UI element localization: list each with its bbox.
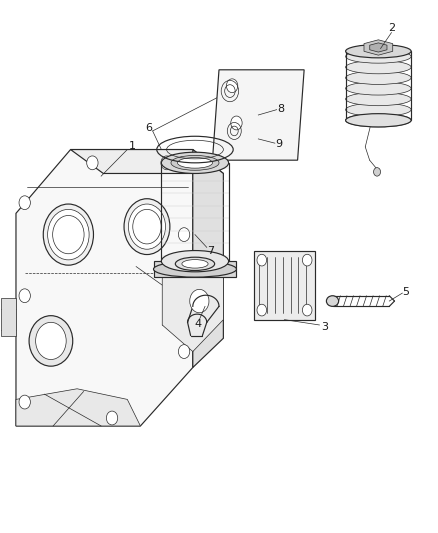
Ellipse shape [346, 114, 411, 127]
Ellipse shape [346, 71, 411, 84]
Text: 4: 4 [194, 319, 201, 329]
Text: 8: 8 [277, 103, 285, 114]
Ellipse shape [346, 114, 411, 127]
Circle shape [19, 395, 30, 409]
Polygon shape [16, 150, 193, 426]
Circle shape [161, 156, 172, 169]
Circle shape [178, 345, 190, 359]
Ellipse shape [171, 156, 219, 170]
Text: 1: 1 [129, 141, 136, 151]
Ellipse shape [326, 296, 339, 306]
Circle shape [302, 304, 312, 316]
Text: 2: 2 [388, 23, 395, 34]
Ellipse shape [346, 45, 411, 58]
Ellipse shape [124, 199, 170, 255]
Polygon shape [364, 40, 393, 55]
Text: 9: 9 [276, 139, 283, 149]
Circle shape [19, 196, 30, 209]
Ellipse shape [35, 322, 66, 360]
Polygon shape [153, 261, 237, 277]
Ellipse shape [346, 61, 411, 74]
Circle shape [226, 79, 238, 93]
Circle shape [19, 289, 30, 303]
Polygon shape [370, 43, 387, 52]
Circle shape [257, 304, 267, 316]
Circle shape [374, 167, 381, 176]
Ellipse shape [161, 152, 229, 173]
Polygon shape [212, 70, 304, 160]
Circle shape [178, 228, 190, 241]
Circle shape [190, 289, 209, 313]
Ellipse shape [48, 209, 89, 260]
Circle shape [87, 156, 98, 169]
Ellipse shape [161, 251, 229, 272]
Polygon shape [162, 251, 223, 352]
Ellipse shape [346, 82, 411, 95]
Polygon shape [1, 298, 16, 336]
Polygon shape [71, 150, 223, 173]
Ellipse shape [29, 316, 73, 366]
Ellipse shape [153, 261, 237, 277]
Ellipse shape [346, 50, 411, 63]
Ellipse shape [175, 257, 215, 270]
Text: 5: 5 [403, 287, 410, 297]
Circle shape [257, 254, 267, 266]
Ellipse shape [177, 158, 212, 168]
Polygon shape [16, 389, 141, 426]
Polygon shape [193, 150, 223, 368]
Ellipse shape [346, 92, 411, 106]
Text: 7: 7 [207, 246, 214, 255]
Text: 3: 3 [321, 322, 328, 332]
Circle shape [231, 116, 242, 130]
Text: 6: 6 [145, 123, 152, 133]
Circle shape [106, 411, 118, 425]
Ellipse shape [43, 204, 93, 265]
Circle shape [302, 254, 312, 266]
Ellipse shape [182, 260, 208, 268]
Ellipse shape [346, 103, 411, 116]
Ellipse shape [128, 204, 166, 249]
Polygon shape [254, 251, 315, 320]
